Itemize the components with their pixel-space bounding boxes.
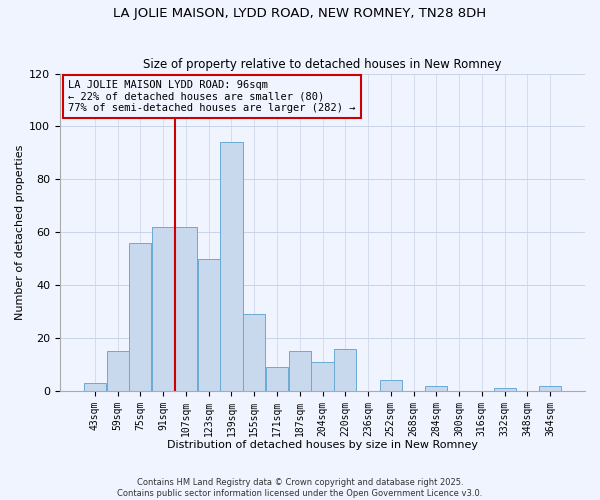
Bar xyxy=(289,351,311,391)
Bar xyxy=(425,386,448,391)
Bar xyxy=(266,367,288,391)
Bar xyxy=(152,227,174,391)
Text: LA JOLIE MAISON LYDD ROAD: 96sqm
← 22% of detached houses are smaller (80)
77% o: LA JOLIE MAISON LYDD ROAD: 96sqm ← 22% o… xyxy=(68,80,355,113)
Bar xyxy=(130,243,151,391)
Bar xyxy=(243,314,265,391)
Bar xyxy=(175,227,197,391)
Bar xyxy=(311,362,334,391)
Bar xyxy=(220,142,242,391)
X-axis label: Distribution of detached houses by size in New Romney: Distribution of detached houses by size … xyxy=(167,440,478,450)
Y-axis label: Number of detached properties: Number of detached properties xyxy=(15,144,25,320)
Bar xyxy=(539,386,561,391)
Bar xyxy=(334,348,356,391)
Text: LA JOLIE MAISON, LYDD ROAD, NEW ROMNEY, TN28 8DH: LA JOLIE MAISON, LYDD ROAD, NEW ROMNEY, … xyxy=(113,8,487,20)
Bar xyxy=(494,388,515,391)
Bar xyxy=(197,258,220,391)
Bar xyxy=(84,383,106,391)
Bar xyxy=(380,380,402,391)
Text: Contains HM Land Registry data © Crown copyright and database right 2025.
Contai: Contains HM Land Registry data © Crown c… xyxy=(118,478,482,498)
Bar xyxy=(107,351,129,391)
Title: Size of property relative to detached houses in New Romney: Size of property relative to detached ho… xyxy=(143,58,502,71)
